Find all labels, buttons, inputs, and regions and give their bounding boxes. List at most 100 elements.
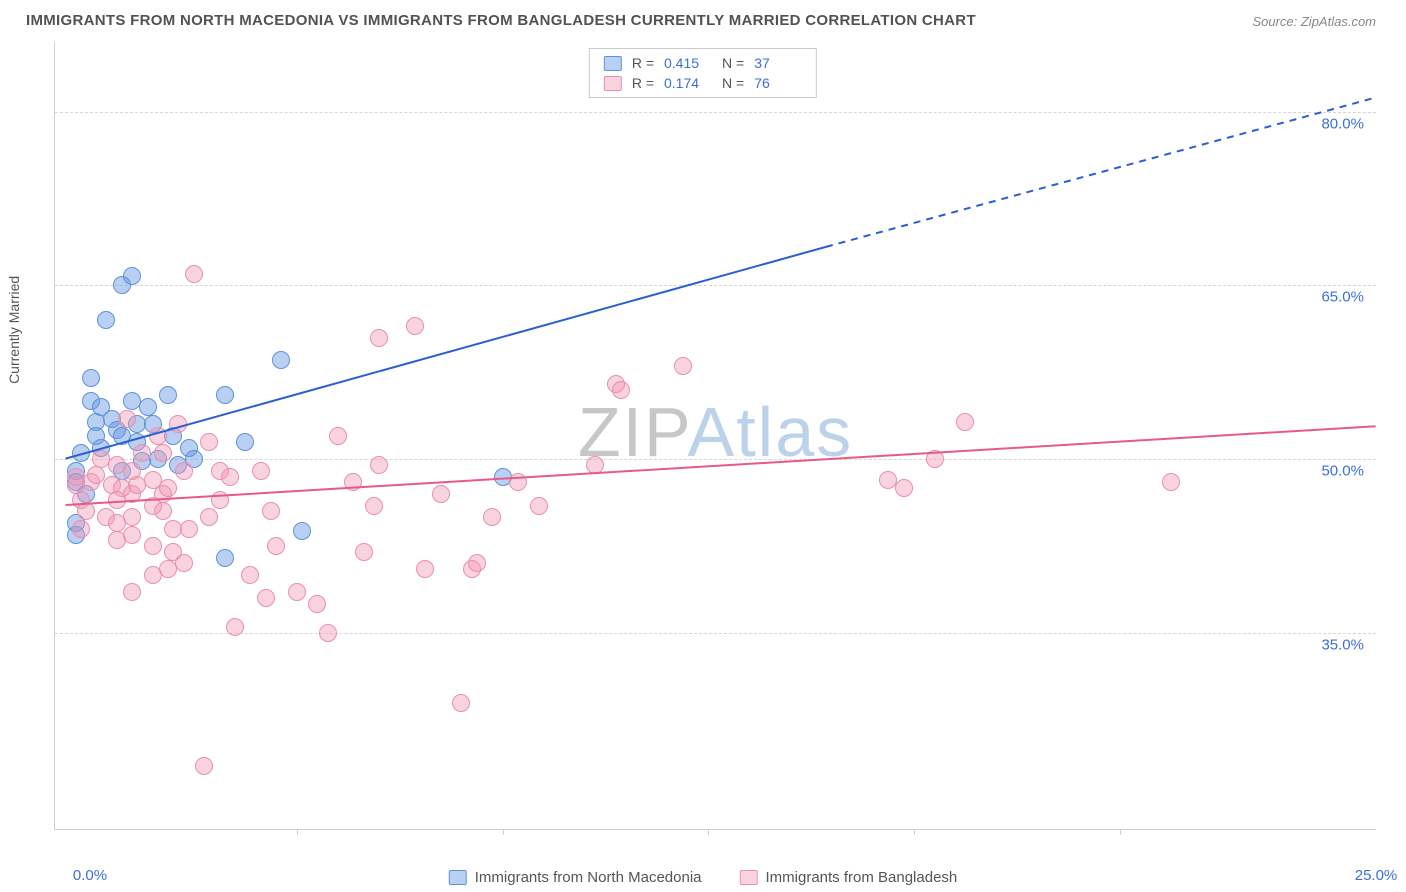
data-point (586, 456, 604, 474)
data-point (509, 473, 527, 491)
data-point (216, 549, 234, 567)
data-point (365, 497, 383, 515)
data-point (483, 508, 501, 526)
data-point (77, 502, 95, 520)
data-point (926, 450, 944, 468)
data-point (252, 462, 270, 480)
data-point (211, 491, 229, 509)
data-point (72, 444, 90, 462)
x-tick (503, 829, 504, 835)
data-point (530, 497, 548, 515)
data-point (329, 427, 347, 445)
series-name: Immigrants from Bangladesh (766, 869, 958, 886)
data-point (169, 415, 187, 433)
gridline (55, 459, 1376, 460)
data-point (236, 433, 254, 451)
legend-item-series-0: Immigrants from North Macedonia (449, 869, 702, 886)
data-point (272, 351, 290, 369)
chart-plot-area: ZIPAtlas 35.0%50.0%65.0%80.0% (54, 42, 1376, 830)
series-legend: Immigrants from North Macedonia Immigran… (449, 869, 958, 886)
data-point (226, 618, 244, 636)
swatch-icon (740, 870, 758, 885)
data-point (262, 502, 280, 520)
series-name: Immigrants from North Macedonia (475, 869, 702, 886)
data-point (344, 473, 362, 491)
n-value: 76 (754, 75, 802, 91)
data-point (82, 369, 100, 387)
y-tick-label: 35.0% (1321, 637, 1364, 654)
data-point (370, 456, 388, 474)
data-point (123, 267, 141, 285)
x-tick (1120, 829, 1121, 835)
chart-title: IMMIGRANTS FROM NORTH MACEDONIA VS IMMIG… (26, 12, 976, 29)
swatch-icon (604, 76, 622, 91)
x-tick (708, 829, 709, 835)
data-point (200, 508, 218, 526)
data-point (175, 462, 193, 480)
n-value: 37 (754, 55, 802, 71)
r-value: 0.415 (664, 55, 712, 71)
y-axis-label: Currently Married (6, 276, 22, 384)
data-point (72, 520, 90, 538)
y-tick-label: 50.0% (1321, 463, 1364, 480)
r-label: R = (632, 55, 654, 71)
data-point (257, 589, 275, 607)
swatch-icon (449, 870, 467, 885)
data-point (123, 583, 141, 601)
data-point (200, 433, 218, 451)
x-tick (297, 829, 298, 835)
data-point (432, 485, 450, 503)
legend-row-series-1: R = 0.174 N = 76 (590, 73, 816, 93)
data-point (144, 497, 162, 515)
data-point (267, 537, 285, 555)
data-point (149, 427, 167, 445)
data-point (416, 560, 434, 578)
data-point (123, 462, 141, 480)
source-label: Source: ZipAtlas.com (1252, 14, 1376, 29)
data-point (241, 566, 259, 584)
data-point (216, 386, 234, 404)
x-tick (914, 829, 915, 835)
data-point (895, 479, 913, 497)
data-point (1162, 473, 1180, 491)
data-point (308, 595, 326, 613)
data-point (144, 537, 162, 555)
data-point (118, 410, 136, 428)
data-point (355, 543, 373, 561)
r-value: 0.174 (664, 75, 712, 91)
r-label: R = (632, 75, 654, 91)
data-point (288, 583, 306, 601)
data-point (123, 508, 141, 526)
data-point (159, 479, 177, 497)
data-point (159, 386, 177, 404)
data-point (195, 757, 213, 775)
gridline (55, 285, 1376, 286)
swatch-icon (604, 56, 622, 71)
gridline (55, 112, 1376, 113)
correlation-legend: R = 0.415 N = 37 R = 0.174 N = 76 (589, 48, 817, 98)
n-label: N = (722, 75, 744, 91)
legend-item-series-1: Immigrants from Bangladesh (740, 869, 958, 886)
data-point (319, 624, 337, 642)
data-point (674, 357, 692, 375)
data-point (139, 398, 157, 416)
data-point (956, 413, 974, 431)
n-label: N = (722, 55, 744, 71)
data-point (452, 694, 470, 712)
legend-row-series-0: R = 0.415 N = 37 (590, 53, 816, 73)
data-point (185, 265, 203, 283)
x-tick-label: 0.0% (73, 867, 107, 884)
data-point (133, 444, 151, 462)
data-point (123, 526, 141, 544)
data-point (175, 554, 193, 572)
data-point (293, 522, 311, 540)
data-point (612, 381, 630, 399)
data-point (370, 329, 388, 347)
data-point (221, 468, 239, 486)
x-tick-label: 25.0% (1355, 867, 1398, 884)
trend-lines-layer (55, 42, 1376, 829)
y-tick-label: 65.0% (1321, 289, 1364, 306)
data-point (406, 317, 424, 335)
y-tick-label: 80.0% (1321, 115, 1364, 132)
data-point (154, 444, 172, 462)
